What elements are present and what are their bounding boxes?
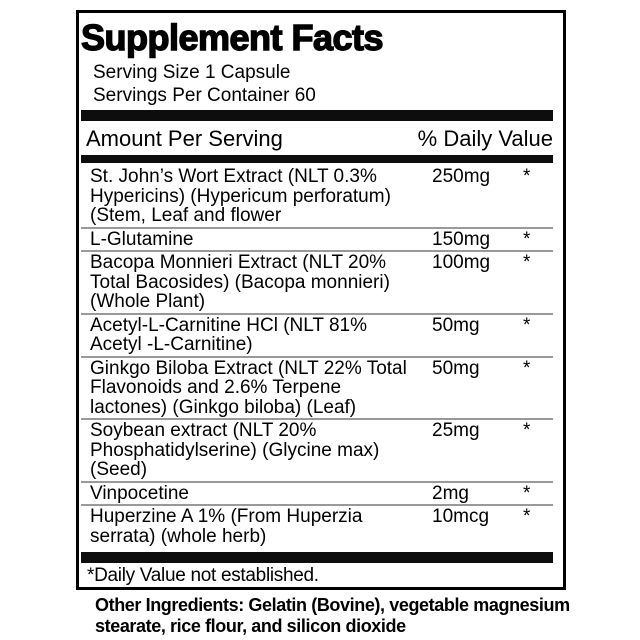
ingredient-table: St. John’s Wort Extract (NLT 0.3% Hyperic… xyxy=(81,166,553,547)
ingredient-amount: 25mg xyxy=(432,420,480,441)
serving-info: Serving Size 1 Capsule Servings Per Cont… xyxy=(93,61,316,107)
table-row: Ginkgo Biloba Extract (NLT 22% Total Flav… xyxy=(81,357,553,420)
ingredient-name-line: Phosphatidylserine) (Glycine max) xyxy=(90,439,380,461)
ingredient-daily-value: * xyxy=(523,482,531,504)
ingredient-amount: 250mg xyxy=(432,166,491,187)
divider-bar-thick-top xyxy=(81,110,553,121)
table-row: Acetyl-L-Carnitine HCl (NLT 81% Acetyl -L… xyxy=(81,315,553,358)
ingredient-name-line: L-Glutamine xyxy=(90,228,194,250)
table-header-row: Amount Per Serving % Daily Value xyxy=(81,125,553,152)
ingredient-daily-value: * xyxy=(523,252,531,273)
ingredient-name-line: lactones) (Ginkgo biloba) (Leaf) xyxy=(90,396,357,418)
ingredient-name-line: Acetyl-L-Carnitine HCl (NLT 81% xyxy=(90,314,367,336)
other-ingredients-line: stearate, rice flour, and silicon dioxid… xyxy=(95,616,406,636)
ingredient-name-line: Acetyl -L-Carnitine) xyxy=(90,334,253,355)
ingredient-daily-value: * xyxy=(523,228,531,250)
ingredient-name-line: (Stem, Leaf and flower xyxy=(90,205,282,226)
ingredient-name: Soybean extract (NLT 20% Phosphatidylseri… xyxy=(90,421,432,480)
ingredient-daily-value: * xyxy=(523,506,531,527)
ingredient-amount: 10mcg xyxy=(432,506,490,527)
ingredient-name: Ginkgo Biloba Extract (NLT 22% Total Flav… xyxy=(90,357,432,418)
ingredient-name-line: Flavonoids and 2.6% Terpene xyxy=(90,377,342,398)
amount-per-serving-header: Amount Per Serving xyxy=(86,126,283,151)
divider-bar-thick-bottom xyxy=(81,552,553,563)
ingredient-amount: 100mg xyxy=(432,252,491,273)
other-ingredients-line: Other Ingredients: Gelatin (Bovine), veg… xyxy=(95,595,570,615)
ingredient-name-line: Hypericins) (Hypericum perforatum) xyxy=(90,185,391,207)
percent-daily-value-header: % Daily Value xyxy=(417,126,553,151)
ingredient-name: Vinpocetine xyxy=(90,482,432,504)
ingredient-name: Bacopa Monnieri Extract (NLT 20% Total Ba… xyxy=(90,253,432,312)
ingredient-name: St. John’s Wort Extract (NLT 0.3% Hyperic… xyxy=(90,167,432,226)
ingredient-name-line: Vinpocetine xyxy=(90,482,189,504)
ingredient-amount: 50mg xyxy=(432,314,480,336)
ingredient-amount: 2mg xyxy=(432,482,469,504)
ingredient-daily-value: * xyxy=(523,166,531,187)
other-ingredients-text: Other Ingredients: Gelatin (Bovine), veg… xyxy=(95,595,595,637)
ingredient-name-line: Soybean extract (NLT 20% xyxy=(90,420,317,441)
ingredient-name: L-Glutamine xyxy=(90,228,432,250)
table-row: St. John’s Wort Extract (NLT 0.3% Hyperic… xyxy=(81,166,553,229)
ingredient-name-line: Total Bacosides) (Bacopa monnieri) xyxy=(90,271,390,293)
ingredient-daily-value: * xyxy=(523,420,531,441)
serving-size-text: Serving Size 1 Capsule xyxy=(93,62,291,83)
ingredient-amount: 50mg xyxy=(432,357,480,379)
table-row: L-Glutamine 150mg * xyxy=(81,228,553,252)
servings-per-container-text: Servings Per Container 60 xyxy=(93,85,316,106)
table-row: Bacopa Monnieri Extract (NLT 20% Total Ba… xyxy=(81,252,553,315)
supplement-facts-title: Supplement Facts xyxy=(80,17,384,58)
ingredient-name: Huperzine A 1% (From Huperzia serrata) (w… xyxy=(90,507,432,546)
table-row: Huperzine A 1% (From Huperzia serrata) (w… xyxy=(81,506,553,547)
table-row: Soybean extract (NLT 20% Phosphatidylseri… xyxy=(81,420,553,483)
ingredient-name-line: (Whole Plant) xyxy=(90,291,206,312)
ingredient-daily-value: * xyxy=(523,314,531,336)
divider-bar-medium xyxy=(81,155,553,163)
supplement-facts-panel: Supplement Facts Serving Size 1 Capsule … xyxy=(76,10,566,590)
ingredient-name-line: Huperzine A 1% (From Huperzia xyxy=(90,506,363,527)
ingredient-name-line: serrata) (whole herb) xyxy=(90,525,267,547)
ingredient-name-line: Bacopa Monnieri Extract (NLT 20% xyxy=(90,252,387,273)
ingredient-name-line: Ginkgo Biloba Extract (NLT 22% Total xyxy=(90,357,407,379)
daily-value-footnote: *Daily Value not established. xyxy=(87,565,319,586)
ingredient-name-line: St. John’s Wort Extract (NLT 0.3% xyxy=(90,166,377,187)
table-row: Vinpocetine 2mg * xyxy=(81,482,553,506)
ingredient-name: Acetyl-L-Carnitine HCl (NLT 81% Acetyl -L… xyxy=(90,314,432,355)
ingredient-name-line: (Seed) xyxy=(90,459,148,480)
ingredient-amount: 150mg xyxy=(432,228,491,250)
ingredient-daily-value: * xyxy=(523,357,531,379)
